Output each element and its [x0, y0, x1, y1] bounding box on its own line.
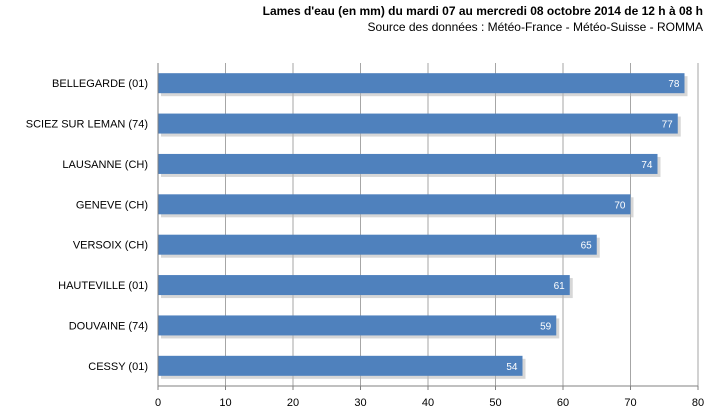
category-label: CESSY (01): [88, 361, 148, 373]
bar: [158, 355, 523, 376]
x-tick-label: 60: [557, 397, 569, 409]
data-label: 74: [641, 160, 653, 171]
x-tick-label: 70: [624, 397, 636, 409]
bar: [158, 315, 557, 336]
bar: [158, 194, 631, 215]
x-tick-label: 30: [354, 397, 366, 409]
data-label: 65: [581, 241, 593, 252]
x-tick-label: 40: [422, 397, 434, 409]
x-tick-label: 20: [287, 397, 299, 409]
x-tick-label: 50: [489, 397, 501, 409]
x-tick-label: 10: [219, 397, 231, 409]
x-tick-label: 80: [692, 397, 704, 409]
data-label: 61: [554, 281, 566, 292]
x-tick-label: 0: [155, 397, 161, 409]
category-label: LAUSANNE (CH): [62, 159, 148, 171]
category-label: HAUTEVILLE (01): [58, 280, 148, 292]
data-label: 70: [614, 200, 626, 211]
bar: [158, 153, 658, 174]
chart-title: Lames d'eau (en mm) du mardi 07 au mercr…: [262, 4, 703, 18]
data-label: 59: [540, 321, 552, 332]
data-label: 77: [662, 120, 674, 131]
data-label: 54: [506, 362, 518, 373]
axes: [157, 63, 699, 390]
bars: [158, 73, 688, 379]
bar: [158, 73, 685, 94]
category-label: SCIEZ SUR LEMAN (74): [26, 119, 148, 131]
bar: [158, 275, 570, 296]
category-label: VERSOIX (CH): [73, 240, 148, 252]
category-label: GENEVE (CH): [76, 199, 148, 211]
category-label: DOUVAINE (74): [69, 320, 148, 332]
category-label: BELLEGARDE (01): [52, 78, 148, 90]
bar: [158, 113, 678, 134]
labels: 78 BELLEGARDE (01) 77 SCIEZ SUR LEMAN (74) 7…: [26, 78, 704, 409]
data-label: 78: [668, 79, 680, 90]
chart-subtitle: Source des données : Météo-France - Mété…: [367, 20, 703, 34]
bar: [158, 234, 597, 255]
